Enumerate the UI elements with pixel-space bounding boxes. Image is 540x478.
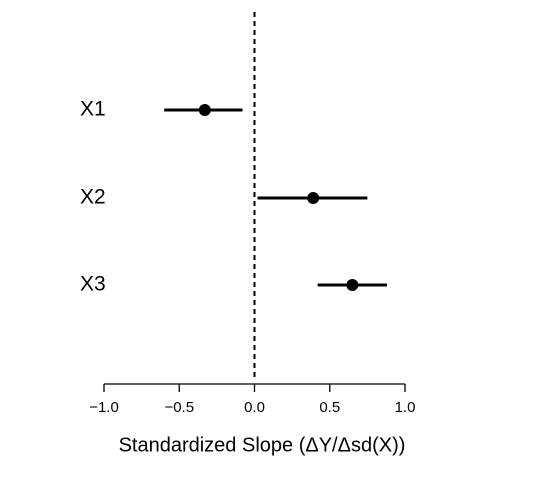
- x-tick-label: 1.0: [395, 399, 416, 416]
- x-axis-title: Standardized Slope (ΔY/Δsd(X)): [119, 434, 406, 456]
- x-tick-label: −1.0: [89, 399, 119, 416]
- x-tick-label: 0.5: [319, 399, 340, 416]
- y-category-label: X1: [80, 98, 106, 121]
- x-tick-label: 0.0: [244, 399, 265, 416]
- y-category-label: X3: [80, 273, 106, 296]
- point-estimate: [198, 104, 211, 116]
- y-category-label: X2: [80, 186, 106, 209]
- x-tick-label: −0.5: [164, 399, 194, 416]
- point-estimate: [346, 279, 359, 291]
- point-estimate: [307, 192, 320, 204]
